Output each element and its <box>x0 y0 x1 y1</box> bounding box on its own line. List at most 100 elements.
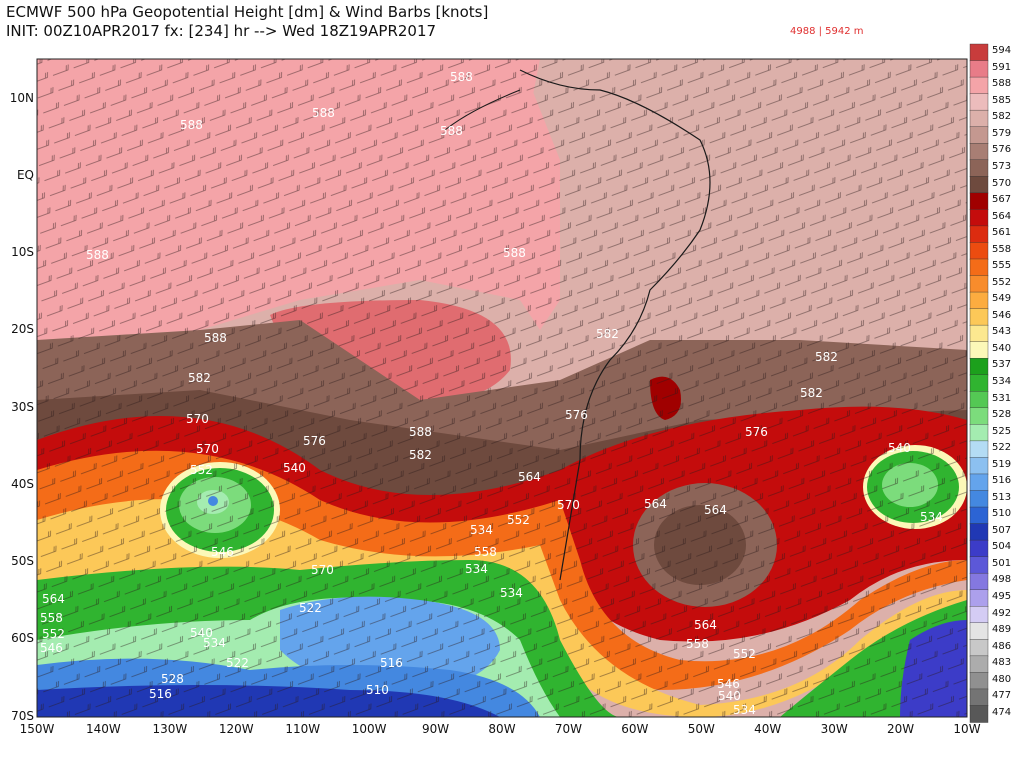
contour-label: 588 <box>440 124 463 138</box>
lat-label: 60S <box>11 631 34 645</box>
colorbar-swatch <box>969 143 989 161</box>
colorbar-level-label: 525 <box>992 425 1012 437</box>
contour-label: 588 <box>450 70 473 84</box>
contour-label: 588 <box>86 248 109 262</box>
colorbar-swatch <box>969 606 989 624</box>
contour-label: 564 <box>694 618 717 632</box>
contour-label: 540 <box>888 441 911 455</box>
colorbar-swatch <box>969 126 989 144</box>
contour-label: 552 <box>42 627 65 641</box>
colorbar-swatch <box>969 407 989 426</box>
colorbar-swatch <box>969 655 989 674</box>
lat-label: 20S <box>11 322 34 336</box>
colorbar-level-label: 579 <box>992 127 1012 139</box>
contour-label: 558 <box>474 545 497 559</box>
lon-label: 10W <box>953 722 981 736</box>
init-forecast-line: INIT: 00Z10APR2017 fx: [234] hr --> Wed … <box>6 22 437 40</box>
lon-label: 20W <box>886 722 915 736</box>
colorbar-swatch <box>969 622 989 641</box>
height-field <box>37 59 967 717</box>
contour-label: 558 <box>40 611 63 625</box>
contour-label: 528 <box>161 672 184 686</box>
colorbar-level-label: 477 <box>992 690 1012 702</box>
colorbar-level-label: 501 <box>992 557 1012 569</box>
contour-label: 516 <box>149 687 172 701</box>
colorbar-level-label: 591 <box>992 61 1012 73</box>
lat-label: EQ <box>16 168 34 182</box>
colorbar-swatch <box>969 672 989 690</box>
colorbar-level-label: 564 <box>992 210 1012 222</box>
colorbar-swatch <box>969 589 989 607</box>
colorbar-level-label: 510 <box>992 508 1012 520</box>
map-title: ECMWF 500 hPa Geopotential Height [dm] &… <box>6 3 489 21</box>
contour-label: 552 <box>507 513 530 527</box>
contour-label: 576 <box>565 408 588 422</box>
contour-label: 546 <box>211 545 234 559</box>
colorbar-level-label: 507 <box>992 524 1012 536</box>
colorbar-level-label: 549 <box>992 293 1012 305</box>
contour-label: 534 <box>733 703 756 717</box>
colorbar-level-label: 588 <box>992 78 1012 90</box>
contour-label: 582 <box>409 448 432 462</box>
colorbar-level-label: 546 <box>992 309 1012 321</box>
colorbar-swatch <box>969 556 989 574</box>
colorbar-swatch <box>969 523 989 541</box>
colorbar-swatch <box>969 357 989 376</box>
lat-label: 30S <box>11 400 34 414</box>
colorbar-level-label: 480 <box>992 673 1012 685</box>
colorbar-swatch <box>969 688 989 707</box>
contour-label: 534 <box>500 586 523 600</box>
lon-label: 150W <box>19 722 55 736</box>
colorbar-swatch <box>969 192 989 211</box>
lat-label: 70S <box>11 709 34 723</box>
contour-label: 534 <box>465 562 488 576</box>
colorbar-swatch <box>969 506 989 525</box>
contour-label: 576 <box>303 434 326 448</box>
lon-label: 70W <box>554 722 582 736</box>
colorbar-level-label: 483 <box>992 657 1012 669</box>
lon-label: 100W <box>351 722 387 736</box>
colorbar <box>969 43 989 723</box>
colorbar-swatch <box>969 490 989 508</box>
colorbar-level-label: 552 <box>992 276 1012 288</box>
lon-label: 80W <box>488 722 516 736</box>
colorbar-level-label: 576 <box>992 144 1012 156</box>
colorbar-level-label: 585 <box>992 94 1012 106</box>
lat-label: 10S <box>11 245 34 259</box>
colorbar-level-label: 513 <box>992 491 1012 503</box>
contour-label: 588 <box>180 118 203 132</box>
colorbar-swatch <box>969 291 989 310</box>
colorbar-swatch <box>969 572 989 591</box>
colorbar-swatch <box>969 225 989 244</box>
contour-label: 588 <box>503 246 526 260</box>
colorbar-level-label: 573 <box>992 161 1012 173</box>
lon-label: 120W <box>218 722 254 736</box>
lat-label: 40S <box>11 477 34 491</box>
colorbar-swatch <box>969 93 989 111</box>
colorbar-level-label: 522 <box>992 442 1012 454</box>
colorbar-swatch <box>969 539 989 558</box>
colorbar-swatch <box>969 341 989 359</box>
contour-label: 570 <box>311 563 334 577</box>
colorbar-level-label: 555 <box>992 260 1012 272</box>
contour-label: 534 <box>470 523 493 537</box>
contour-label: 540 <box>718 689 741 703</box>
colorbar-swatch <box>969 324 989 343</box>
contour-label: 558 <box>686 637 709 651</box>
colorbar-swatch <box>969 440 989 459</box>
lon-label: 40W <box>754 722 782 736</box>
colorbar-level-label: 582 <box>992 111 1012 123</box>
contour-label: 588 <box>409 425 432 439</box>
contour-label: 522 <box>226 656 249 670</box>
colorbar-level-label: 537 <box>992 359 1012 371</box>
colorbar-swatch <box>969 424 989 442</box>
colorbar-swatch <box>969 109 989 128</box>
colorbar-swatch <box>969 209 989 227</box>
contour-label: 564 <box>704 503 727 517</box>
colorbar-swatch <box>969 176 989 194</box>
colorbar-swatch <box>969 374 989 392</box>
colorbar-level-label: 489 <box>992 624 1012 636</box>
colorbar-level-label: 543 <box>992 326 1012 338</box>
colorbar-level-label: 519 <box>992 458 1012 470</box>
colorbar-swatch <box>969 705 989 723</box>
